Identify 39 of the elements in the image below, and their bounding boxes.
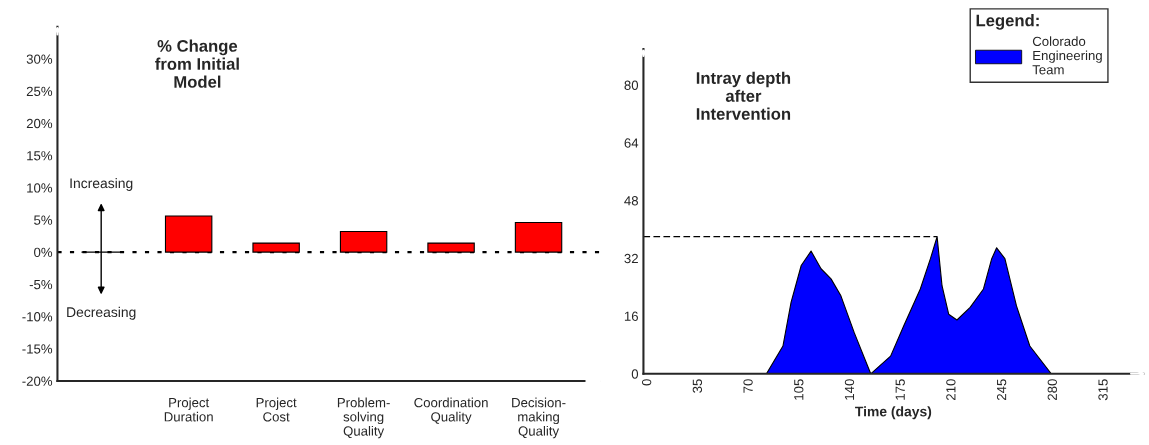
legend-title: Legend: [976, 14, 1039, 30]
x-tick-label: 0 [641, 379, 652, 386]
y-tick-label: 15% [27, 151, 53, 161]
x-tick-label: 70 [743, 379, 753, 393]
y-tick-label: 80 [624, 80, 639, 90]
x-tick-label: 35 [692, 379, 703, 393]
text: % Change from Initial Model [155, 39, 239, 88]
x-tick-label: 105 [794, 379, 804, 400]
y-tick-label: 5% [34, 215, 53, 225]
x-tick-label: 280 [1047, 379, 1057, 401]
x-tick-label: 175 [895, 379, 905, 400]
x-tick-label: Decision- making Quality [512, 397, 566, 439]
y-tick-label: 25% [26, 86, 53, 97]
x-tick-label: Coordination Quality [414, 397, 488, 425]
legend-label: Colorado Engineering Team [1032, 36, 1102, 75]
x-tick-label: Project Cost [256, 397, 297, 422]
y-tick-label: 30% [26, 54, 53, 64]
x-tick-label: 315 [1098, 379, 1108, 401]
y-tick-label: 16 [624, 311, 638, 321]
y-tick-label: 48 [624, 196, 639, 206]
x-tick-label: 140 [844, 379, 855, 400]
y-tick-label: 10% [27, 183, 53, 193]
x-tick-label: 210 [946, 379, 956, 401]
x-tick-label: Project Duration [164, 397, 213, 422]
y-tick-label: 64 [624, 138, 639, 148]
x-axis-title: Time (days) [855, 406, 932, 420]
y-tick-label: -15% [22, 344, 53, 354]
x-tick-label: Problem- solving Quality [337, 397, 390, 439]
y-tick-label: 32 [624, 253, 638, 264]
y-tick-label: 0 [631, 369, 639, 379]
y-tick-label: -20% [22, 376, 53, 386]
y-tick-label: -10% [22, 312, 53, 322]
y-tick-label: 0% [34, 247, 53, 258]
x-tick-label: 245 [996, 379, 1007, 401]
annotation: Increasing [70, 177, 133, 191]
y-tick-label: -5% [29, 279, 53, 290]
y-tick-label: 20% [26, 118, 53, 129]
annotation: Decreasing [67, 306, 136, 320]
text: Intray depth after Intervention [696, 71, 791, 120]
